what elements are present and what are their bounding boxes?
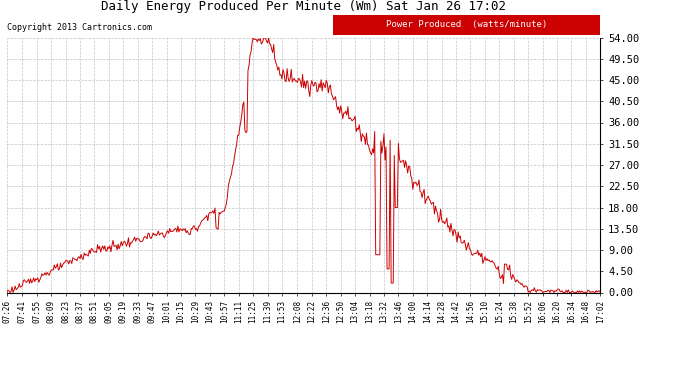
Text: Copyright 2013 Cartronics.com: Copyright 2013 Cartronics.com [7,23,152,32]
Title: Daily Energy Produced Per Minute (Wm) Sat Jan 26 17:02: Daily Energy Produced Per Minute (Wm) Sa… [101,0,506,13]
